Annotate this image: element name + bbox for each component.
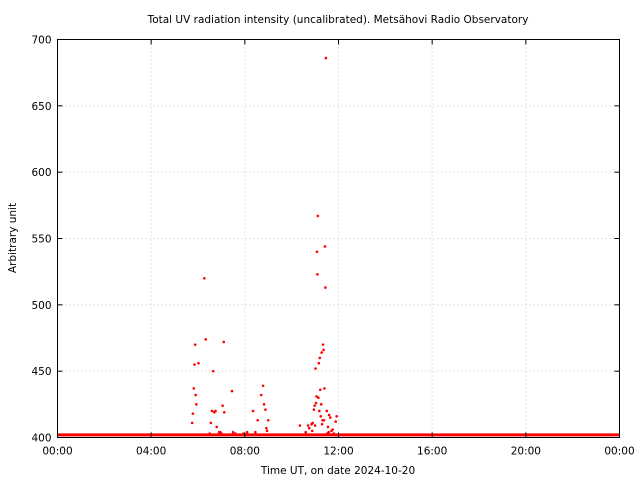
chart-title: Total UV radiation intensity (uncalibrat… [147,14,529,26]
data-point [242,432,245,435]
x-tick-label: 04:00 [136,446,166,458]
x-tick-label: 12:00 [323,446,353,458]
data-point [321,343,325,346]
data-point [210,409,214,413]
data-point [327,430,330,434]
data-point [310,429,314,433]
data-point [316,214,320,218]
data-point [317,361,321,365]
data-point [312,408,316,411]
data-point [329,416,332,419]
data-point [265,429,269,433]
y-tick-label: 700 [31,35,51,47]
data-point [221,404,224,407]
data-point [194,393,197,397]
data-point [192,387,196,390]
data-point [318,388,322,392]
data-point [331,428,334,431]
data-point [266,418,270,422]
data-point [323,387,326,390]
data-point [311,421,315,425]
data-point [211,369,215,373]
y-tick-label: 650 [31,101,51,113]
data-point [320,351,323,354]
data-point [315,250,319,254]
data-point [193,343,197,346]
data-point [209,421,213,425]
data-point [319,403,323,406]
data-point [324,56,328,60]
y-axis-label: Arbitrary unit [7,203,19,273]
data-point [317,409,321,413]
data-point [335,414,338,418]
data-point [317,396,320,400]
data-point [230,389,234,393]
data-point [245,430,249,434]
data-point [315,395,318,398]
data-point [298,424,302,427]
data-point [304,430,308,434]
data-point [190,421,194,425]
data-point [204,338,208,341]
data-point [325,409,329,413]
data-point [327,413,331,417]
x-tick-label: 08:00 [230,446,260,458]
x-tick-label: 00:00 [42,446,72,458]
data-point [251,409,255,413]
data-point [259,393,263,397]
data-point [265,426,268,430]
x-tick-label: 20:00 [511,446,541,458]
data-point [215,425,219,429]
y-tick-label: 450 [31,366,51,378]
data-point [314,401,318,405]
data-point [193,363,196,366]
data-point [307,426,311,430]
data-points [190,56,338,437]
data-point [231,430,235,434]
data-point [318,356,322,360]
data-point [234,432,237,435]
data-point [191,412,195,415]
data-point [208,432,212,435]
data-point [252,433,256,437]
data-point [323,245,327,248]
x-axis-label: Time UT, on date 2024-10-20 [260,465,415,477]
data-point [197,361,200,365]
data-point [214,409,217,413]
data-point [334,420,337,423]
x-tick-label: 00:00 [604,446,634,458]
y-tick-label: 600 [31,167,51,179]
data-point [222,410,226,414]
data-point [313,424,317,427]
data-point [316,273,319,276]
y-tick-label: 500 [31,300,51,312]
grid-lines [57,39,620,438]
y-tick-label: 400 [31,433,51,445]
data-point [261,384,265,388]
data-point [306,424,310,427]
data-point [220,432,223,435]
data-point [222,340,226,344]
data-point [320,422,324,426]
data-point [262,403,266,406]
data-point [319,414,323,418]
data-point [314,367,317,370]
x-tick-label: 16:00 [417,446,447,458]
data-point [322,418,326,422]
data-point [195,403,198,406]
data-point [324,286,327,289]
data-point [313,404,316,407]
data-point [254,430,257,434]
data-point [326,425,330,429]
data-point [256,418,260,422]
data-point [203,277,206,280]
data-point [264,408,267,411]
y-tick-label: 550 [31,234,51,246]
axis-ticks: 00:00 04:00 08:00 12:00 16:00 20:00 00:0040045… [31,35,634,458]
data-point [322,348,325,352]
data-point [332,432,336,435]
